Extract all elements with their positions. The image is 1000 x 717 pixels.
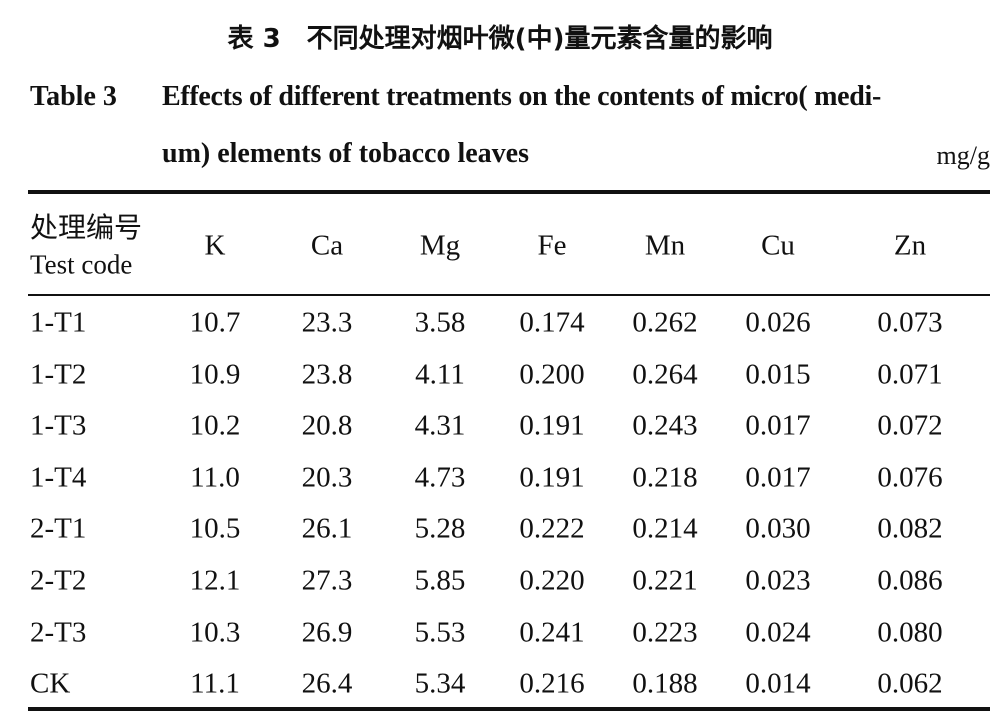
table-cell: 0.062 xyxy=(877,667,943,700)
table-cell: 10.5 xyxy=(189,512,241,545)
table-cell: 0.218 xyxy=(632,461,698,494)
header-cell: 处理编号 xyxy=(30,211,143,244)
table-cell: 3.58 xyxy=(414,306,466,339)
table-cell: 20.8 xyxy=(301,409,353,442)
table-cell: 2-T1 xyxy=(30,512,87,545)
table-cell: 0.024 xyxy=(745,616,811,649)
table-cell: 0.017 xyxy=(745,461,811,494)
unit: mg/g xyxy=(936,141,990,170)
table-cell: 11.0 xyxy=(190,461,240,494)
table-cell: 26.1 xyxy=(301,512,353,545)
table-cell: 0.262 xyxy=(632,306,698,339)
header-cell: Ca xyxy=(310,229,344,262)
table-cell: 1-T1 xyxy=(30,306,87,339)
table-cell: 0.015 xyxy=(745,358,811,391)
bottom-rule xyxy=(28,707,990,711)
table-cell: 2-T2 xyxy=(30,564,87,597)
table-cell: 5.28 xyxy=(414,512,466,545)
header-cell: Fe xyxy=(537,229,567,262)
table-cell: 0.221 xyxy=(632,564,698,597)
table-cell: 5.34 xyxy=(414,667,466,700)
table-cell: 23.8 xyxy=(301,358,353,391)
table-cell: 10.3 xyxy=(189,616,241,649)
table-cell: 0.174 xyxy=(519,306,585,339)
top-rule xyxy=(28,190,990,194)
table-cell: 0.188 xyxy=(632,667,698,700)
table-cell: 0.023 xyxy=(745,564,811,597)
table-cell: 0.014 xyxy=(745,667,811,700)
table-cell: 1-T2 xyxy=(30,358,87,391)
table-cell: 26.9 xyxy=(301,616,353,649)
table-cell: 2-T3 xyxy=(30,616,87,649)
table-cell: 4.31 xyxy=(414,409,466,442)
table-cell: 0.071 xyxy=(877,358,943,391)
table-cell: 0.017 xyxy=(745,409,811,442)
table-cell: 27.3 xyxy=(301,564,353,597)
header-cell: Test code xyxy=(30,249,133,280)
table-cell: 0.030 xyxy=(745,512,811,545)
header-cell: Cu xyxy=(761,229,795,262)
table-cell: 0.191 xyxy=(519,409,585,442)
table-cell: 10.9 xyxy=(189,358,241,391)
table-cell: 0.191 xyxy=(519,461,585,494)
table-cell: 20.3 xyxy=(301,461,353,494)
table-cell: 0.222 xyxy=(519,512,585,545)
table-cell: 0.080 xyxy=(877,616,943,649)
caption-line: um) elements of tobacco leaves xyxy=(162,138,530,169)
table-cell: 0.072 xyxy=(877,409,943,442)
table-cell: 23.3 xyxy=(301,306,353,339)
table-cell: 10.7 xyxy=(189,306,241,339)
table-cell: 0.241 xyxy=(519,616,585,649)
table-cell: 0.082 xyxy=(877,512,943,545)
header-cell: K xyxy=(204,229,226,262)
table-cell: 5.53 xyxy=(414,616,466,649)
table-cell: 5.85 xyxy=(414,564,466,597)
table-cell: 4.73 xyxy=(414,461,466,494)
header-cell: Mg xyxy=(419,229,461,262)
table-cell: 1-T4 xyxy=(30,461,87,494)
table-cell: 12.1 xyxy=(189,564,241,597)
header-cell: Zn xyxy=(893,229,927,262)
table-cell: 0.073 xyxy=(877,306,943,339)
caption-label: Table 3 xyxy=(30,81,117,112)
table-cell: 0.076 xyxy=(877,461,943,494)
table-cell: 0.200 xyxy=(519,358,585,391)
table-cell: 0.086 xyxy=(877,564,943,597)
table-cell: 0.214 xyxy=(632,512,698,545)
table-cell: 0.220 xyxy=(519,564,585,597)
header-cell: Mn xyxy=(644,229,686,262)
caption-line: Effects of different treatments on the c… xyxy=(162,81,882,112)
table-cell: 0.216 xyxy=(519,667,585,700)
header-rule xyxy=(28,294,990,296)
table-cell: 10.2 xyxy=(189,409,241,442)
table-cell: CK xyxy=(30,667,71,700)
table-cell: 26.4 xyxy=(301,667,353,700)
caption-cn: 表 3 不同处理对烟叶微(中)量元素含量的影响 xyxy=(227,24,773,54)
table-cell: 0.243 xyxy=(632,409,698,442)
table-cell: 1-T3 xyxy=(30,409,87,442)
table-cell: 0.223 xyxy=(632,616,698,649)
table-cell: 0.026 xyxy=(745,306,811,339)
table-cell: 11.1 xyxy=(190,667,240,700)
table-cell: 0.264 xyxy=(632,358,698,391)
table-cell: 4.11 xyxy=(415,358,465,391)
